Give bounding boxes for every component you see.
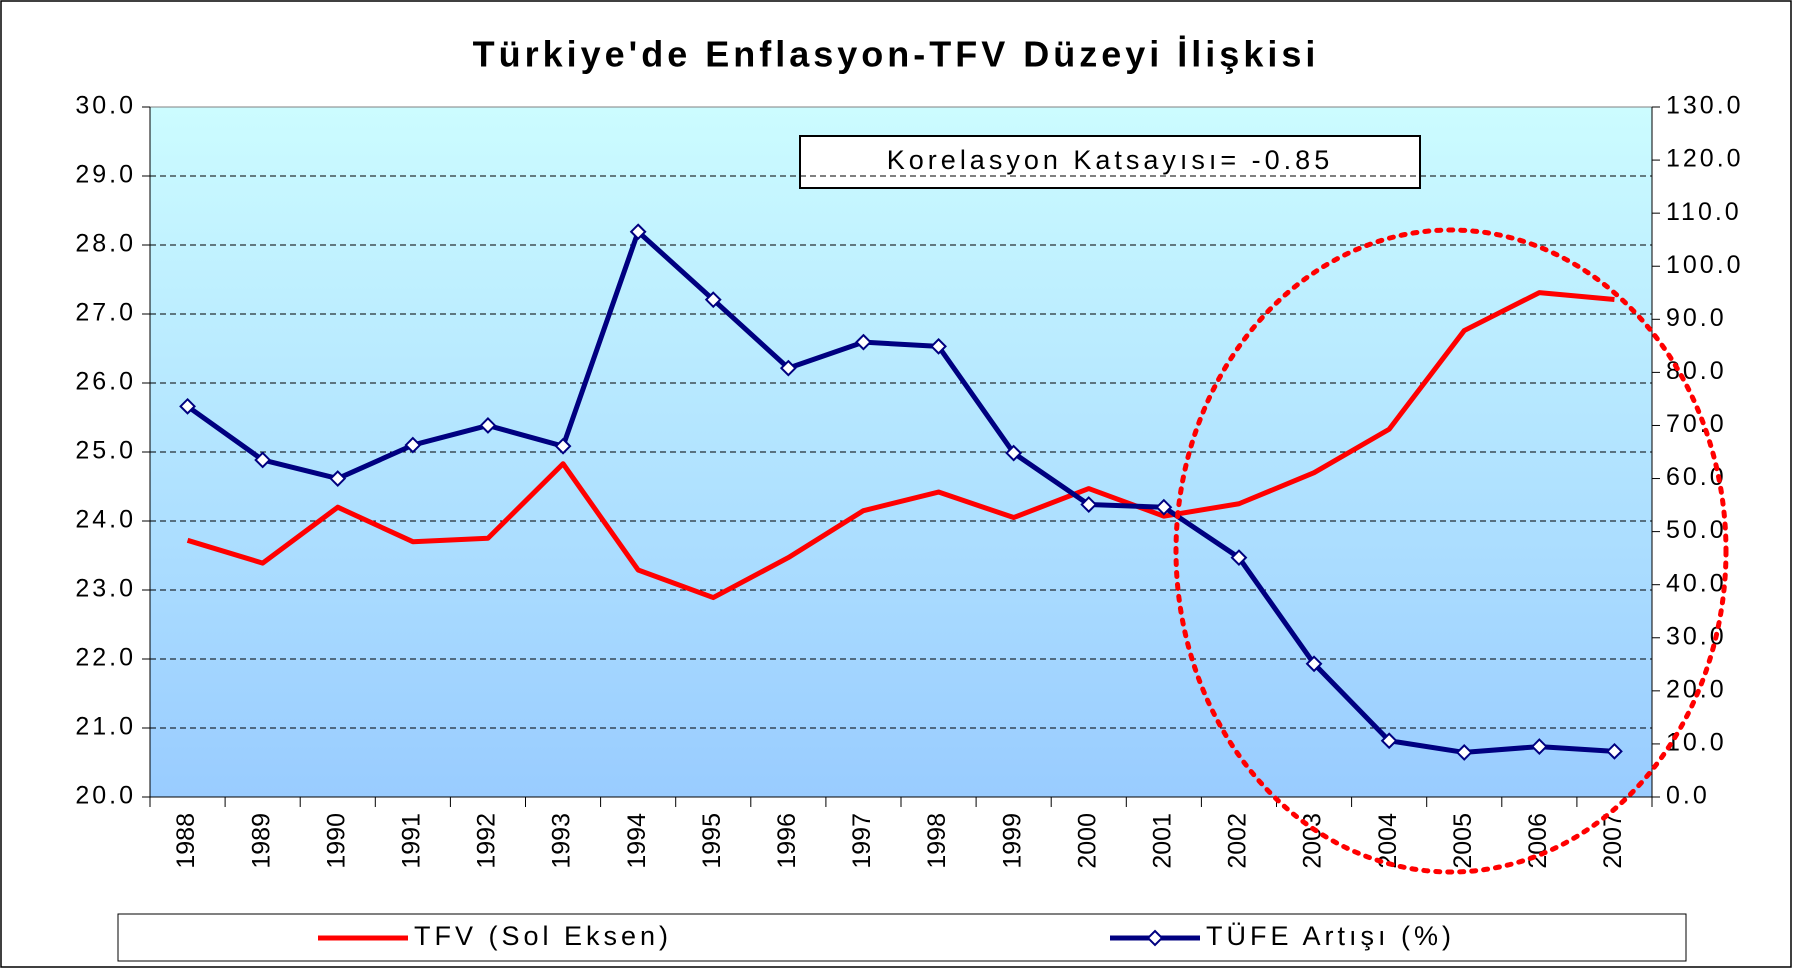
y2-tick-label: 130.0 [1666, 92, 1744, 120]
x-tick-label: 1997 [848, 813, 876, 869]
series-marker [1230, 549, 1248, 567]
highlight-ellipse [1173, 227, 1729, 875]
series-line [186, 229, 1615, 755]
y-tick-label: 30.0 [75, 92, 136, 120]
x-tick-label: 1992 [473, 813, 501, 869]
y-tick-label: 27.0 [75, 299, 136, 327]
y-tick-label: 20.0 [75, 782, 136, 810]
series-marker [554, 437, 572, 455]
series-marker [1380, 732, 1398, 750]
y-tick-label: 21.0 [75, 713, 136, 741]
x-tick-label: 1995 [698, 813, 726, 869]
y2-tick-label: 90.0 [1666, 304, 1727, 332]
x-tick-label: 2007 [1599, 813, 1627, 869]
x-tick-label: 1993 [548, 813, 576, 869]
series-marker [1080, 496, 1098, 513]
x-tick-label: 1999 [998, 813, 1026, 869]
y2-tick-label: 80.0 [1666, 357, 1727, 385]
series-line [186, 290, 1615, 601]
x-tick-label: 2005 [1449, 813, 1477, 869]
series-marker [1530, 738, 1548, 755]
y2-tick-label: 0.0 [1666, 782, 1710, 810]
x-tick-label: 1996 [773, 813, 801, 869]
y-tick-label: 28.0 [75, 230, 136, 258]
x-tick-label: 2000 [1073, 813, 1101, 869]
series-marker [1155, 498, 1173, 516]
x-tick-label: 2001 [1148, 813, 1176, 869]
x-tick-label: 1989 [247, 813, 275, 869]
legend-label: TÜFE Artışı (%) [1206, 921, 1455, 951]
series-marker [704, 291, 722, 309]
y2-tick-label: 100.0 [1666, 251, 1744, 279]
series-marker [930, 337, 947, 355]
series-marker [855, 333, 872, 351]
x-tick-label: 2002 [1224, 813, 1252, 869]
series-marker [254, 451, 272, 469]
series-marker [1005, 444, 1023, 462]
y-tick-label: 22.0 [75, 644, 136, 672]
x-tick-label: 1998 [923, 813, 951, 869]
x-tick-label: 1990 [322, 813, 350, 869]
y-tick-label: 24.0 [75, 506, 136, 534]
series-marker [629, 223, 647, 241]
y2-tick-label: 110.0 [1666, 198, 1742, 226]
series-marker [779, 359, 797, 377]
y2-tick-label: 70.0 [1666, 410, 1727, 438]
y2-tick-label: 50.0 [1666, 516, 1727, 544]
series-marker [329, 470, 347, 487]
series-marker [179, 397, 196, 415]
y-tick-label: 23.0 [75, 575, 136, 603]
series-marker [1305, 655, 1323, 673]
x-tick-label: 1988 [172, 813, 200, 869]
chart-title: Türkiye'de Enflasyon-TFV Düzeyi İlişkisi [473, 34, 1320, 75]
legend-marker [1146, 929, 1164, 947]
y-tick-label: 26.0 [75, 368, 136, 396]
y-tick-label: 29.0 [75, 161, 136, 189]
series-marker [479, 417, 497, 434]
series-marker [1455, 744, 1473, 761]
series-marker [1606, 742, 1623, 760]
y2-tick-label: 120.0 [1666, 145, 1744, 173]
x-tick-label: 1994 [623, 813, 651, 869]
annotation-box [799, 135, 1421, 189]
y2-tick-label: 40.0 [1666, 569, 1727, 597]
legend-label: TFV (Sol Eksen) [414, 921, 672, 951]
x-tick-label: 2006 [1524, 813, 1552, 869]
y2-tick-label: 20.0 [1666, 675, 1727, 703]
annotation: Korelasyon Katsayısı= -0.85 [887, 145, 1333, 175]
y-tick-label: 25.0 [75, 437, 136, 465]
series-marker [404, 436, 422, 454]
x-tick-label: 1991 [397, 813, 425, 869]
